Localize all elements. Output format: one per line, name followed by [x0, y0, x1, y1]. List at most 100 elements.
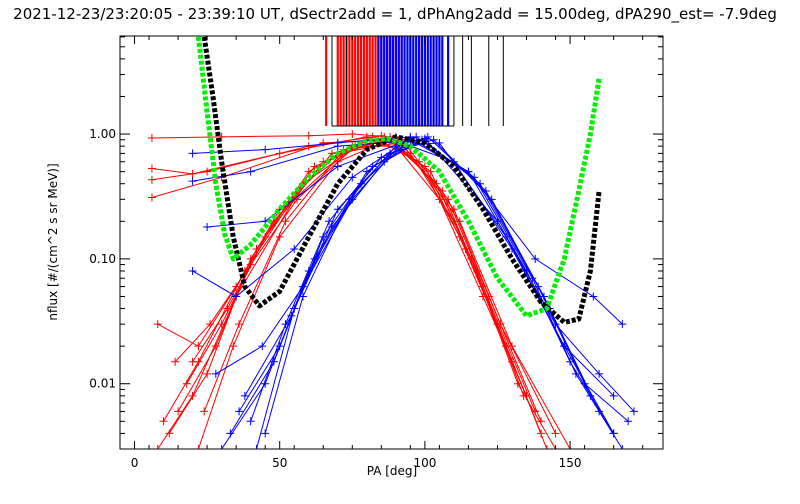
red-series-line: [174, 139, 542, 422]
blue-series-point: [298, 292, 307, 301]
red-series-line: [151, 133, 391, 139]
blue-series-point: [609, 391, 618, 400]
red-series-point: [217, 320, 226, 329]
blue-series-point: [531, 254, 540, 263]
blue-series-point: [261, 429, 270, 438]
blue-series-point: [226, 429, 235, 438]
red-series-point: [235, 320, 244, 329]
blue-series-point: [290, 244, 299, 253]
data-series: [147, 130, 638, 449]
red-series-point: [188, 357, 197, 366]
blue-series-point: [345, 195, 354, 204]
blue-series-point: [203, 223, 212, 232]
blue-series-point: [269, 357, 278, 366]
blue-series-point: [188, 177, 197, 186]
red-series-point: [348, 130, 357, 139]
blue-series-point: [188, 149, 197, 158]
red-series-point: [174, 407, 183, 416]
blue-series-point: [232, 292, 241, 301]
blue-series-point: [281, 320, 290, 329]
blue-series-point: [235, 407, 244, 416]
blue-series-point: [464, 167, 473, 176]
red-series-line: [151, 135, 382, 181]
blue-series-point: [287, 311, 296, 320]
red-series-point: [182, 379, 191, 388]
y-axis-label: nflux [#/(cm^2 s sr MeV)]: [46, 163, 60, 320]
blue-series-line: [255, 139, 600, 449]
blue-series-point: [502, 232, 511, 241]
blue-series-point: [252, 445, 261, 449]
red-series-point: [203, 167, 212, 176]
y-tick-label: 1.00: [89, 127, 116, 141]
red-series-point: [455, 217, 464, 226]
blue-series-point: [624, 417, 633, 426]
blue-series-point: [246, 417, 255, 426]
blue-series-point: [560, 342, 569, 351]
red-series-point: [147, 175, 156, 184]
blue-series-line: [207, 139, 411, 228]
red-series-line: [197, 136, 557, 449]
blue-series-point: [333, 142, 342, 151]
red-series-point: [147, 164, 156, 173]
red-series-line: [186, 136, 556, 449]
blue-series-point: [217, 445, 226, 449]
red-series-point: [147, 133, 156, 142]
blue-series-point: [609, 429, 618, 438]
plot-frame: [119, 35, 664, 450]
red-series-point: [153, 445, 162, 449]
red-series-point: [159, 417, 168, 426]
red-series-point: [171, 357, 180, 366]
fit-curves: [195, 36, 602, 325]
red-series-line: [203, 142, 571, 449]
red-series-point: [508, 342, 517, 351]
blue-series-point: [589, 292, 598, 301]
red-series-point: [203, 369, 212, 378]
blue-series-point: [258, 342, 267, 351]
blue-series-point: [261, 145, 270, 154]
blue-series-point: [327, 223, 336, 232]
red-series-point: [519, 391, 528, 400]
blue-series-point: [333, 205, 342, 214]
red-series-point: [319, 138, 328, 147]
red-series-point: [310, 162, 319, 171]
red-series-point: [531, 407, 540, 416]
red-series-point: [200, 407, 209, 416]
red-series-point: [194, 342, 203, 351]
red-series-point: [147, 193, 156, 202]
blue-series-point: [412, 132, 421, 141]
y-tick-label: 0.10: [89, 252, 116, 266]
x-tick-label: 150: [559, 456, 582, 470]
y-tick-label: 0.01: [89, 377, 116, 391]
red-series-point: [211, 342, 220, 351]
x-tick-label: 50: [272, 456, 287, 470]
blue-series-point: [348, 173, 357, 182]
red-series-point: [206, 320, 215, 329]
blue-series-point: [325, 217, 334, 226]
x-axis-label: PA [deg]: [367, 464, 417, 478]
chart-title: 2021-12-23/23:20:05 - 23:39:10 UT, dSect…: [13, 5, 777, 24]
red-series-point: [551, 429, 560, 438]
blue-series-line: [264, 142, 615, 434]
blue-series-point: [429, 135, 438, 144]
blue-series-point: [240, 391, 249, 400]
red-series-point: [281, 217, 290, 226]
green-fit-curve: [195, 36, 602, 319]
blue-series-point: [435, 138, 444, 147]
red-series-point: [246, 260, 255, 269]
red-series-point: [165, 429, 174, 438]
x-tick-label: 0: [131, 456, 139, 470]
blue-series-point: [571, 369, 580, 378]
blue-series-line: [192, 137, 623, 325]
blue-series-line: [192, 136, 411, 154]
blue-series-point: [333, 162, 342, 171]
blue-series-point: [188, 266, 197, 275]
blue-series-point: [618, 445, 627, 449]
blue-series-point: [595, 369, 604, 378]
red-series-line: [177, 139, 513, 412]
red-series-point: [537, 417, 546, 426]
black-fit-curve: [201, 36, 602, 325]
red-series-point: [217, 132, 226, 141]
red-series-point: [304, 131, 313, 140]
blue-series-line: [250, 136, 591, 422]
